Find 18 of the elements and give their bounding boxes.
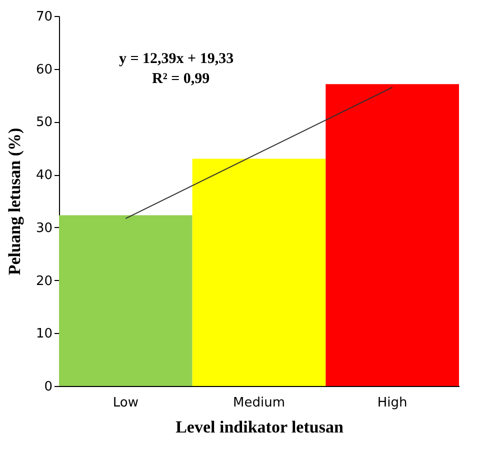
y-tick-label: 20 bbox=[36, 274, 52, 289]
annotation: R² = 0,99 bbox=[152, 71, 210, 87]
x-tick-label: High bbox=[377, 396, 408, 410]
y-tick-label: 10 bbox=[36, 326, 52, 342]
x-tick-label: Medium bbox=[233, 396, 285, 410]
x-tick-label: Low bbox=[112, 396, 139, 410]
bar bbox=[192, 158, 326, 386]
y-axis-title: Peluang letusan (%) bbox=[4, 128, 24, 276]
x-axis-title: Level indikator letusan bbox=[176, 418, 344, 436]
bar bbox=[59, 215, 192, 386]
y-tick-label: 60 bbox=[36, 62, 52, 78]
y-tick-label: 40 bbox=[36, 168, 52, 184]
y-tick-label: 0 bbox=[44, 380, 52, 394]
annotation: y = 12,39x + 19,33 bbox=[119, 51, 234, 67]
y-tick-label: 30 bbox=[36, 220, 52, 236]
bar bbox=[326, 84, 459, 386]
y-tick-label: 50 bbox=[36, 115, 52, 130]
y-tick-label: 70 bbox=[36, 10, 52, 24]
